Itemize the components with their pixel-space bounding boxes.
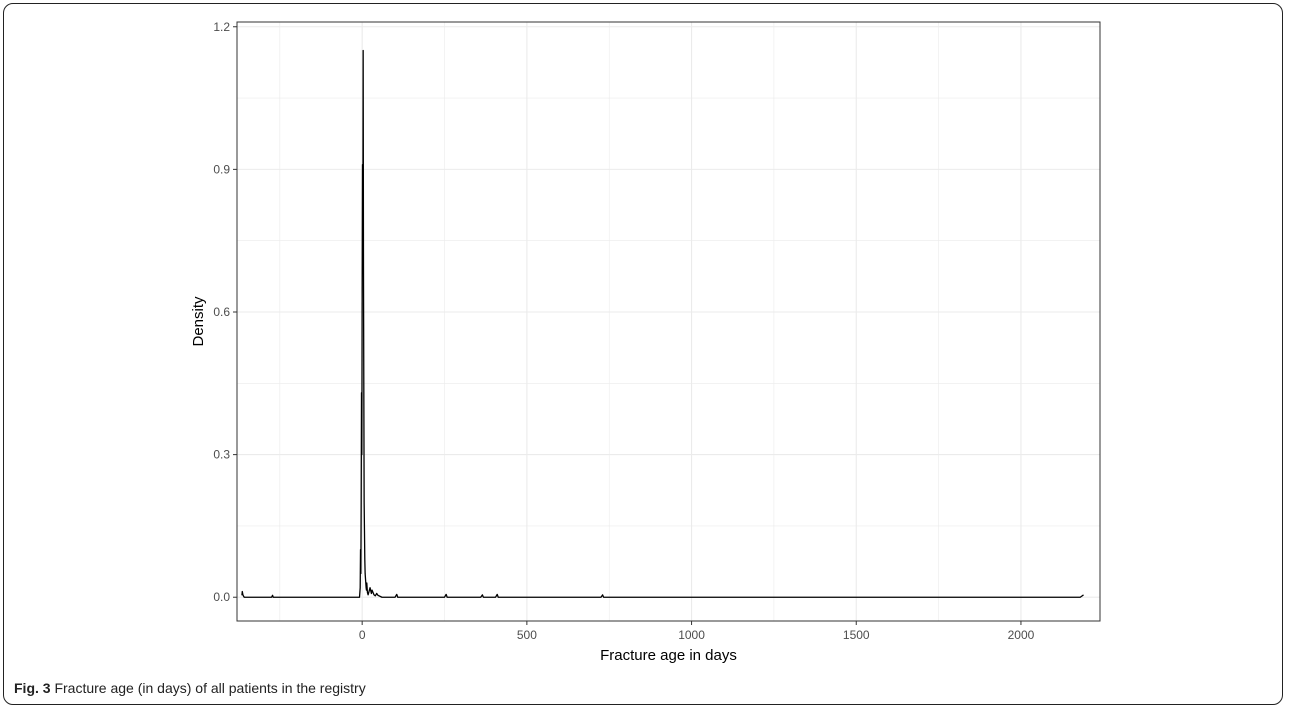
x-tick-label: 1000 (678, 628, 705, 642)
x-tick-label: 2000 (1008, 628, 1035, 642)
y-tick-label: 0.9 (213, 162, 230, 176)
figure-frame (3, 3, 1283, 705)
y-tick-label: 0.0 (213, 590, 230, 604)
y-tick-label: 0.3 (213, 448, 230, 462)
x-axis-title: Fracture age in days (600, 647, 737, 664)
grid-lines (237, 22, 1100, 621)
y-axis-title: Density (190, 296, 207, 347)
density-curve (241, 49, 1084, 598)
x-tick-label: 0 (359, 628, 366, 642)
axis-ticks: 0 500 1000 1500 2000 0.0 0.3 0.6 0.9 1.2 (213, 20, 1034, 642)
y-tick-label: 0.6 (213, 305, 230, 319)
caption-text: Fracture age (in days) of all patients i… (54, 680, 366, 696)
x-tick-label: 1500 (843, 628, 870, 642)
panel-border (236, 21, 1101, 622)
x-tick-label: 500 (517, 628, 537, 642)
y-tick-label: 1.2 (213, 20, 230, 34)
figure-caption: Fig. 3 Fracture age (in days) of all pat… (14, 680, 366, 696)
figure-label: Fig. 3 (14, 680, 51, 696)
